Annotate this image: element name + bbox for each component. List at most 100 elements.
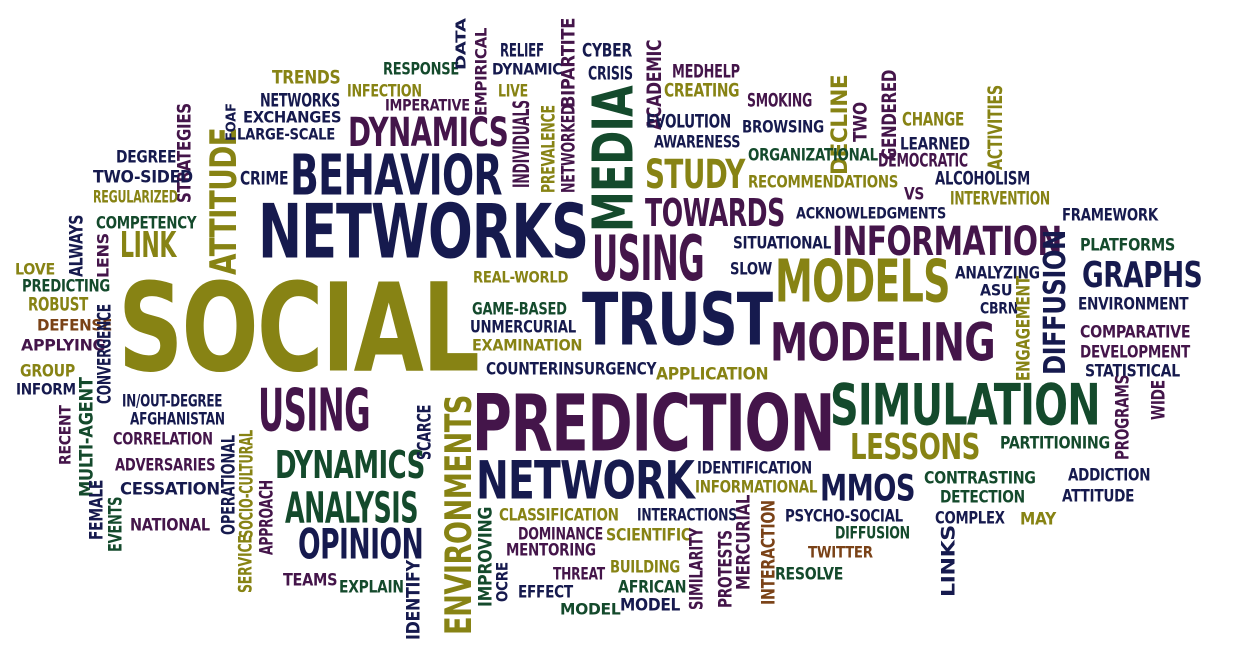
word-dominance: DOMINANCE: [518, 523, 603, 544]
word-identification: IDENTIFICATION: [697, 457, 812, 478]
word-network: NETWORK: [476, 450, 695, 512]
word-networked: NETWORKED: [558, 104, 580, 193]
word-trends: TRENDS: [272, 67, 341, 89]
word-twitter: TWITTER: [808, 543, 873, 562]
word-asu: ASU: [980, 281, 1013, 300]
word-empirical: EMPIRICAL: [472, 27, 491, 116]
word-teams: TEAMS: [283, 569, 338, 590]
word-mercurial: MERCURIAL: [733, 494, 755, 590]
word-model: MODEL: [620, 594, 681, 615]
word-identify: IDENTIFY: [403, 560, 425, 640]
word-counterinsurgency: COUNTERINSURGENCY: [486, 358, 657, 379]
word-recommendations: RECOMMENDATIONS: [748, 171, 899, 192]
word-defense: DEFENSE: [37, 316, 112, 335]
word-adversaries: ADVERSARIES: [115, 454, 216, 475]
word-inform: INFORM: [16, 380, 76, 399]
word-exchanges: EXCHANGES: [243, 108, 342, 127]
word-classification: CLASSIFICATION: [499, 504, 619, 525]
word-explain: EXPLAIN: [339, 576, 404, 597]
word-evolution: EVOLUTION: [646, 111, 732, 133]
word-opinion: OPINION: [298, 519, 424, 569]
word-crisis: CRISIS: [588, 63, 633, 85]
word-analyzing: ANALYZING: [955, 262, 1040, 283]
word-national: NATIONAL: [130, 514, 210, 535]
word-platforms: PLATFORMS: [1080, 234, 1176, 255]
word-ocre: OCRE: [493, 562, 512, 602]
word-attitude: ATTITUDE: [203, 127, 246, 275]
word-medhelp: MEDHELP: [672, 61, 740, 83]
word-relief: RELIEF: [500, 40, 544, 62]
word-models: MODELS: [775, 247, 950, 317]
word-links: LINKS: [938, 525, 960, 597]
word-strategies: STRATEGIES: [174, 103, 196, 203]
word-activities: ACTIVITIES: [983, 85, 1007, 170]
word-group: GROUP: [20, 360, 75, 381]
word-scientific: SCIENTIFIC: [606, 524, 692, 545]
word-lens: LENS: [94, 233, 113, 278]
word-two: TWO: [850, 102, 872, 142]
word-partitioning: PARTITIONING: [1000, 432, 1110, 453]
word-in-out-degree: IN/OUT-DEGREE: [122, 390, 223, 411]
word-situational: SITUATIONAL: [733, 232, 832, 253]
word-psycho-social: PSYCHO-SOCIAL: [785, 505, 903, 526]
word-application: APPLICATION: [656, 363, 769, 384]
word-addiction: ADDICTION: [1068, 464, 1151, 485]
word-complex: COMPLEX: [935, 507, 1005, 528]
word-crime: CRIME: [240, 168, 289, 190]
word-imperative: IMPERATIVE: [385, 96, 470, 115]
word-lessons: LESSONS: [850, 426, 980, 468]
word-infection: INFECTION: [347, 80, 422, 101]
word-live: LIVE: [498, 80, 528, 101]
word-change: CHANGE: [902, 109, 964, 131]
word-recent: RECENT: [56, 405, 75, 465]
word-dynamics: DYNAMICS: [275, 442, 425, 488]
word-interaction: INTERACTION: [758, 500, 780, 605]
word-large-scale: LARGE-SCALE: [237, 125, 336, 144]
word-informational: INFORMATIONAL: [695, 476, 818, 497]
word-programs: PROGRAMS: [1112, 374, 1134, 460]
word-acknowledgments: ACKNOWLEDGMENTS: [796, 204, 946, 223]
word-environment: ENVIRONMENT: [1078, 293, 1189, 314]
word-diffusion: DIFFUSION: [1037, 230, 1073, 375]
word-regularized: REGULARIZED: [93, 186, 178, 207]
word-analysis: ANALYSIS: [285, 482, 419, 533]
word-interactions: INTERACTIONS: [637, 504, 737, 525]
word-dynamics: DYNAMICS: [348, 109, 509, 157]
word-love: LOVE: [15, 260, 55, 279]
word-diffusion: DIFFUSION: [835, 522, 910, 543]
word-framework: FRAMEWORK: [1062, 204, 1158, 225]
word-development: DEVELOPMENT: [1080, 341, 1191, 362]
word-democratic: DEMOCRATIC: [878, 150, 968, 172]
word-simulation: SIMULATION: [830, 371, 1101, 439]
word-towards: TOWARDS: [645, 190, 785, 236]
word-study: STUDY: [645, 151, 745, 199]
word-social: SOCIAL: [118, 256, 480, 400]
word-events: EVENTS: [105, 496, 127, 552]
word-smoking: SMOKING: [747, 90, 813, 112]
word-two-sided: TWO-SIDED: [93, 166, 193, 187]
word-dynamic: DYNAMIC: [492, 60, 563, 79]
word-may: MAY: [1020, 508, 1056, 529]
word-mentoring: MENTORING: [506, 539, 596, 560]
word-socio-cultural: SOCIO-CULTURAL: [236, 429, 258, 538]
word-response: RESPONSE: [383, 58, 460, 79]
word-applying: APPLYING: [21, 336, 106, 355]
word-modeling: MODELING: [770, 312, 996, 374]
word-threat: THREAT: [553, 563, 605, 584]
word-real-world: REAL-WORLD: [473, 268, 569, 287]
word-environments: ENVIRONMENTS: [438, 395, 481, 635]
word-vs: VS: [904, 183, 925, 204]
word-creating: CREATING: [664, 80, 740, 102]
word-model: MODEL: [560, 600, 621, 619]
word-learned: LEARNED: [900, 133, 970, 154]
word-cbrn: CBRN: [980, 299, 1019, 318]
word-effect: EFFECT: [518, 581, 573, 602]
word-cyber: CYBER: [582, 40, 632, 62]
word-slow: SLOW: [730, 258, 773, 279]
word-protests: PROTESTS: [715, 530, 737, 608]
word-wide: WIDE: [1148, 380, 1170, 420]
word-media: MEDIA: [580, 86, 647, 232]
word-networks: NETWORKS: [258, 188, 589, 276]
word-female: FEMALE: [86, 479, 108, 540]
